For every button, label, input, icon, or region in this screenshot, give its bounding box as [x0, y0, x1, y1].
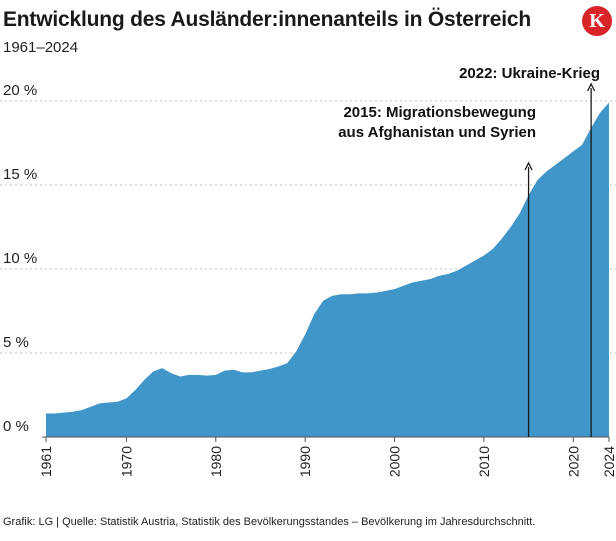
- x-tick-label: 2020: [565, 446, 581, 477]
- y-tick-label: 20 %: [3, 82, 37, 99]
- x-tick-label: 1961: [38, 446, 54, 477]
- y-tick-label: 15 %: [3, 166, 37, 183]
- x-tick-label: 1970: [118, 446, 134, 477]
- x-tick-label: 1980: [208, 446, 224, 477]
- source-note: Grafik: LG | Quelle: Statistik Austria, …: [3, 516, 536, 528]
- annotation-arrowhead: [524, 161, 533, 171]
- x-tick-label: 2000: [387, 446, 403, 477]
- area-series: [46, 102, 609, 438]
- y-tick-label: 5 %: [3, 334, 29, 351]
- x-tick-label: 2024: [601, 446, 616, 477]
- chart-subtitle: 1961–2024: [3, 39, 79, 56]
- y-axis-ticks: 0 % 5 % 10 % 15 % 20 %: [3, 82, 37, 435]
- annotation-label: 2015: Migrationsbewegung: [343, 104, 536, 121]
- x-axis-ticks: 1961 1970 1980 1990 2000 2010 2020 2024: [38, 436, 616, 477]
- area-fill: [46, 102, 609, 438]
- annotation-label: 2022: Ukraine-Krieg: [459, 65, 600, 82]
- x-tick-label: 1990: [297, 446, 313, 477]
- brand-logo: K: [582, 6, 612, 36]
- y-tick-label: 0 %: [3, 418, 29, 435]
- y-tick-label: 10 %: [3, 250, 37, 267]
- annotation-arrowhead: [587, 82, 596, 92]
- annotations: 2015: Migrationsbewegung aus Afghanistan …: [338, 65, 600, 437]
- chart-title: Entwicklung des Ausländer:innenanteils i…: [3, 8, 531, 31]
- annotation-label: aus Afghanistan und Syrien: [338, 124, 536, 141]
- x-tick-label: 2010: [476, 446, 492, 477]
